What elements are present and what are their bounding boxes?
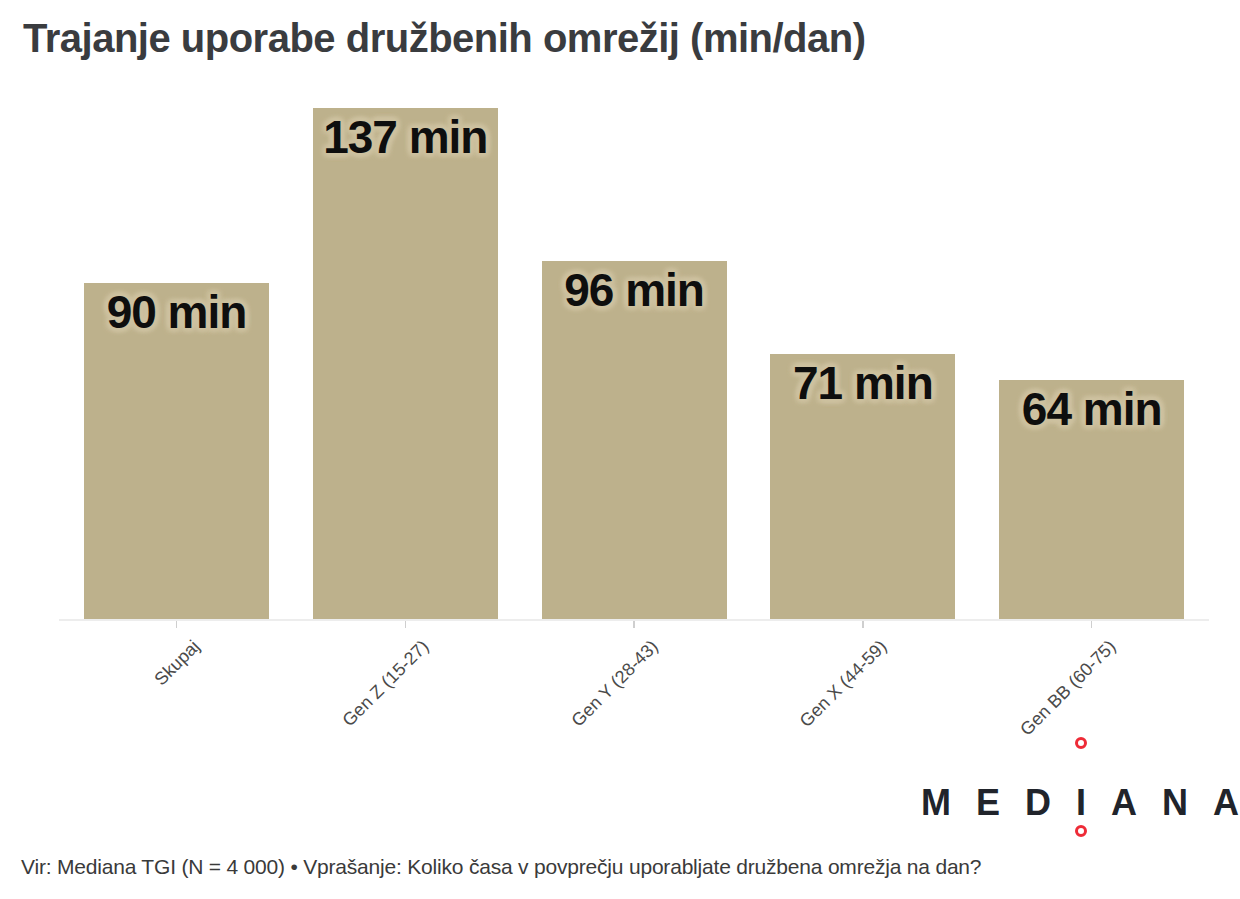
- x-axis-label: Gen X (44-59): [796, 637, 889, 730]
- bar: 90 min: [84, 283, 269, 619]
- logo-letter: E: [976, 785, 1000, 821]
- logo-letter-i-wrap: I: [1076, 785, 1086, 821]
- logo-ring-bottom-icon: [1075, 825, 1087, 837]
- x-axis-label: Gen Z (15-27): [339, 637, 432, 730]
- logo-letter: I: [1076, 785, 1086, 821]
- bar-value-label: 71 min: [770, 358, 955, 409]
- logo-ring-top-icon: [1075, 737, 1087, 749]
- bar-value-label: 137 min: [313, 112, 498, 163]
- logo-letter: A: [1111, 785, 1137, 821]
- x-axis-tick: [862, 621, 864, 628]
- logo-letter: A: [1213, 785, 1239, 821]
- x-axis-label: Gen Y (28-43): [568, 637, 661, 730]
- bar-value-label: 90 min: [84, 287, 269, 338]
- bar: 96 min: [542, 261, 727, 619]
- bar: 64 min: [999, 380, 1184, 619]
- logo-letter: M: [921, 785, 951, 821]
- x-axis-tick: [633, 621, 635, 628]
- bar-value-label: 64 min: [999, 384, 1184, 435]
- logo-letter: N: [1162, 785, 1188, 821]
- chart-canvas: Trajanje uporabe družbenih omrežij (min/…: [0, 0, 1240, 899]
- x-axis-tick: [405, 621, 407, 628]
- logo-letter: D: [1025, 785, 1051, 821]
- bar: 137 min: [313, 108, 498, 619]
- bar-value-label: 96 min: [542, 265, 727, 316]
- x-axis-label: Skupaj: [152, 637, 204, 689]
- x-axis-label: Gen BB (60-75): [1017, 637, 1119, 739]
- x-axis-tick: [176, 621, 178, 628]
- x-axis-tick: [1091, 621, 1093, 628]
- mediana-logo: M E D I A N A: [921, 783, 1239, 823]
- source-caption: Vir: Mediana TGI (N = 4 000) • Vprašanje…: [21, 855, 981, 879]
- bar-chart-plot: 90 min Skupaj 137 min Gen Z (15-27) 96 min Ge…: [0, 0, 1240, 899]
- bar: 71 min: [770, 354, 955, 619]
